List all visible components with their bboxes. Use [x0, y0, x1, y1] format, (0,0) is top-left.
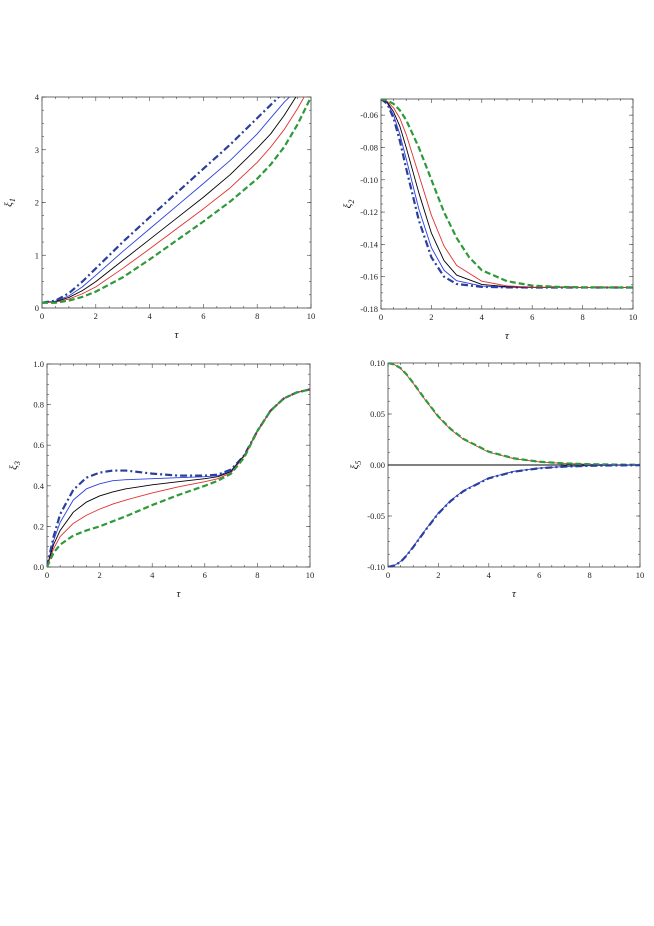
y-tick-label: -0.14: [360, 239, 378, 249]
y-tick-label: 0.05: [370, 409, 385, 419]
y-tick-label: 1.0: [33, 359, 44, 369]
y-tick-label: 0.00: [370, 460, 385, 470]
x-tick-label: 10: [629, 312, 638, 322]
y-tick-label: 1: [35, 250, 39, 260]
series-line-3: [42, 97, 297, 304]
y-axis-label-subscript: 1: [8, 198, 17, 202]
y-tick-label: 0: [35, 303, 39, 313]
x-tick-label: 0: [45, 570, 49, 580]
series-line-2: [388, 363, 640, 466]
series-line-2: [47, 388, 310, 567]
x-tick-label: 8: [587, 570, 591, 580]
x-tick-label: 10: [307, 311, 316, 321]
y-tick-label: -0.06: [360, 110, 378, 120]
plot-frame: [46, 363, 311, 568]
x-tick-label: 8: [255, 570, 259, 580]
plot-frame: [41, 96, 312, 309]
y-axis-label-symbol: ξ: [8, 465, 20, 470]
y-tick-label: -0.12: [360, 207, 378, 217]
x-axis-label: τ: [175, 329, 180, 341]
series-line-3: [381, 99, 633, 288]
series-line-3: [47, 388, 310, 567]
y-tick-label: 2: [35, 198, 39, 208]
series-line-5: [47, 388, 310, 567]
y-tick-label: 0.10: [370, 358, 385, 368]
x-tick-label: 8: [255, 311, 259, 321]
series-line-5: [42, 97, 311, 304]
y-axis-label-subscript: 5: [354, 461, 363, 465]
x-tick-label: 2: [97, 570, 101, 580]
x-tick-label: 4: [480, 312, 485, 322]
x-tick-label: 4: [150, 570, 155, 580]
y-axis-label: ξ2: [342, 200, 356, 209]
series-line-2: [42, 97, 291, 304]
x-tick-label: 0: [379, 312, 383, 322]
y-tick-label: 3: [35, 145, 39, 155]
y-tick-label: 0.2: [33, 521, 44, 531]
x-tick-label: 0: [40, 311, 44, 321]
x-tick-label: 6: [530, 312, 534, 322]
y-tick-label: 0.6: [33, 440, 44, 450]
y-tick-label: -0.10: [360, 175, 378, 185]
x-tick-label: 2: [436, 570, 440, 580]
series-line-4: [381, 99, 633, 288]
y-tick-label: -0.16: [360, 272, 378, 282]
y-axis-label: ξ3: [8, 461, 22, 470]
series-line-1: [388, 363, 640, 466]
y-tick-label: 0.8: [33, 400, 44, 410]
series-line-3: [388, 464, 640, 567]
chart-panel-top-right: 0 2 4 6 8 10 -0.06 -0.08 -0.10 -0.12 -0.14 -0.16 -0.…: [342, 98, 638, 342]
y-axis-label-subscript: 2: [347, 200, 356, 204]
x-tick-label: 10: [306, 570, 315, 580]
y-tick-label: -0.10: [367, 562, 385, 572]
y-tick-label: -0.05: [367, 511, 385, 521]
y-tick-label: -0.08: [360, 142, 378, 152]
x-axis-label: τ: [512, 588, 517, 600]
x-tick-label: 10: [636, 570, 645, 580]
x-tick-label: 8: [580, 312, 584, 322]
x-tick-label: 6: [537, 570, 541, 580]
series-line-4: [47, 388, 310, 567]
y-axis-label-symbol: ξ: [3, 202, 15, 207]
series-line-1: [47, 388, 310, 567]
chart-panel-bottom-left: 0 2 4 6 8 10 0.0 0.2 0.4 0.6 0.8 1.0 τ ξ3: [8, 359, 314, 600]
x-tick-label: 4: [487, 570, 492, 580]
plot-frame: [380, 98, 634, 310]
series-line-5: [381, 99, 633, 289]
y-axis-label: ξ5: [349, 461, 363, 470]
x-tick-label: 6: [201, 311, 205, 321]
y-tick-label: -0.18: [360, 304, 378, 314]
x-tick-label: 0: [386, 570, 390, 580]
series-line-1: [42, 97, 281, 304]
x-tick-label: 6: [203, 570, 207, 580]
y-tick-label: 0.4: [33, 481, 44, 491]
y-axis-label-symbol: ξ: [349, 464, 361, 469]
y-tick-label: 0.0: [33, 562, 44, 572]
y-axis-label-symbol: ξ: [342, 203, 354, 208]
x-tick-label: 2: [94, 311, 98, 321]
x-axis-label: τ: [177, 588, 182, 600]
x-tick-label: 4: [147, 311, 152, 321]
y-tick-label: 4: [35, 92, 40, 102]
series-line-4: [388, 464, 640, 567]
chart-panel-bottom-right: 0 2 4 6 8 10 -0.10 -0.05 0.00 0.05 0.10 τ ξ5: [349, 358, 644, 600]
y-axis-label-subscript: 3: [13, 461, 22, 466]
x-axis-label: τ: [505, 330, 510, 342]
series-line-4: [42, 97, 305, 304]
x-tick-label: 2: [429, 312, 433, 322]
y-axis-label: ξ1: [3, 198, 17, 207]
